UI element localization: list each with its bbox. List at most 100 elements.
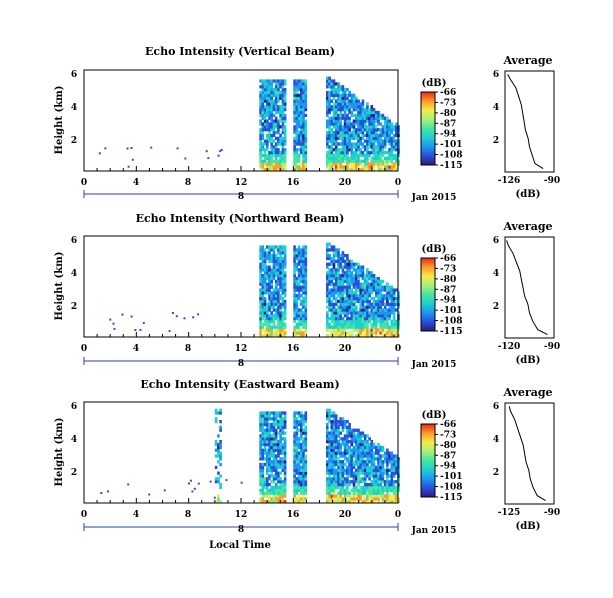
heatmap-cell xyxy=(366,491,369,495)
heatmap-cell xyxy=(339,305,343,309)
heatmap-cell xyxy=(332,162,336,166)
heatmap-cell xyxy=(268,110,271,115)
heatmap-cell xyxy=(332,477,336,481)
heatmap-cell xyxy=(304,276,308,281)
heatmap-cell xyxy=(377,279,380,284)
heatmap-cell xyxy=(388,130,391,135)
heatmap-cell xyxy=(339,256,343,261)
heatmap-cell xyxy=(272,79,276,83)
heatmap-cell xyxy=(379,165,383,169)
heatmap-cell xyxy=(352,294,356,298)
heatmap-cell xyxy=(383,314,387,318)
heatmap-cell xyxy=(341,159,345,163)
heatmap-cell xyxy=(330,145,334,149)
heatmap-cell xyxy=(381,153,385,158)
heatmap-cell xyxy=(268,451,271,455)
heatmap-cell xyxy=(268,276,271,281)
heatmap-cell xyxy=(330,276,334,281)
heatmap-cell xyxy=(219,474,222,478)
heatmap-cell xyxy=(326,317,329,321)
heatmap-cell xyxy=(295,93,299,97)
heatmap-cell xyxy=(326,285,329,289)
heatmap-cell xyxy=(341,454,345,458)
heatmap-cell xyxy=(188,482,190,485)
heatmap-cell xyxy=(304,465,308,470)
heatmap-cell xyxy=(277,110,280,115)
heatmap-cell xyxy=(295,428,299,432)
heatmap-cell xyxy=(392,288,396,292)
heatmap-cell xyxy=(332,417,336,421)
heatmap-cell xyxy=(283,291,287,295)
heatmap-cell xyxy=(263,113,267,118)
heatmap-cell xyxy=(293,308,296,312)
heatmap-cell xyxy=(295,308,299,312)
heatmap-cell xyxy=(368,113,371,118)
heatmap-cell xyxy=(266,245,269,249)
x-tick-label: 8 xyxy=(185,344,191,354)
heatmap-cell xyxy=(293,130,296,135)
heatmap-cell xyxy=(272,162,276,166)
heatmap-cell xyxy=(326,136,329,140)
heatmap-cell xyxy=(293,477,296,481)
heatmap-cell xyxy=(350,274,354,278)
heatmap-cell xyxy=(263,451,267,455)
heatmap-cell xyxy=(266,420,269,424)
heatmap-cell xyxy=(368,483,371,487)
heatmap-cell xyxy=(263,457,267,461)
heatmap-cell xyxy=(355,308,358,312)
heatmap-cell xyxy=(372,165,376,169)
heatmap-cell xyxy=(293,296,296,301)
heatmap-cell xyxy=(270,245,274,249)
heatmap-cell xyxy=(346,274,349,278)
heatmap-cell xyxy=(379,145,383,149)
heatmap-cell xyxy=(395,485,398,490)
heatmap-cell xyxy=(270,108,274,112)
heatmap-cell xyxy=(295,133,299,138)
heatmap-cell xyxy=(270,276,274,281)
heatmap-cell xyxy=(300,108,303,112)
heatmap-cell xyxy=(332,148,336,152)
heatmap-cell xyxy=(270,119,274,123)
day-label: 8 xyxy=(238,525,244,535)
heatmap-cell xyxy=(272,276,276,281)
heatmap-cell xyxy=(348,445,351,450)
heatmap-cell xyxy=(283,422,287,427)
heatmap-cell xyxy=(346,151,349,155)
heatmap-cell xyxy=(268,494,271,498)
heatmap-cell xyxy=(352,311,356,315)
heatmap-cell xyxy=(339,128,343,132)
heatmap-cell xyxy=(379,471,383,475)
heatmap-cell xyxy=(372,454,376,458)
heatmap-cell xyxy=(302,302,305,306)
average-title: Average xyxy=(502,54,552,67)
heatmap-cell xyxy=(272,145,276,149)
heatmap-cell xyxy=(334,90,338,95)
heatmap-cell xyxy=(330,488,334,492)
heatmap-cell xyxy=(341,296,345,301)
heatmap-cell xyxy=(277,276,280,281)
heatmap-cell xyxy=(368,317,371,321)
heatmap-cell xyxy=(293,102,296,106)
heatmap-cell xyxy=(304,271,308,275)
heatmap-cell xyxy=(293,334,296,338)
heatmap-cell xyxy=(259,497,262,501)
heatmap-cell xyxy=(274,93,278,97)
heatmap-cell xyxy=(381,454,385,458)
heatmap-cell xyxy=(261,462,265,467)
heatmap-cell xyxy=(268,168,271,172)
heatmap-cell xyxy=(379,279,383,284)
heatmap-cell xyxy=(283,442,287,447)
heatmap-cell xyxy=(339,162,343,166)
heatmap-cell xyxy=(390,305,394,309)
heatmap-cell xyxy=(343,420,347,424)
heatmap-cell xyxy=(293,451,296,455)
heatmap-cell xyxy=(274,122,278,126)
heatmap-cell xyxy=(283,130,287,135)
heatmap-cell xyxy=(300,322,303,326)
heatmap-cell xyxy=(297,153,301,158)
heatmap-cell xyxy=(397,328,400,332)
heatmap-cell xyxy=(293,488,296,492)
heatmap-cell xyxy=(266,119,269,123)
heatmap-cell xyxy=(392,145,396,149)
heatmap-cell xyxy=(277,268,280,272)
